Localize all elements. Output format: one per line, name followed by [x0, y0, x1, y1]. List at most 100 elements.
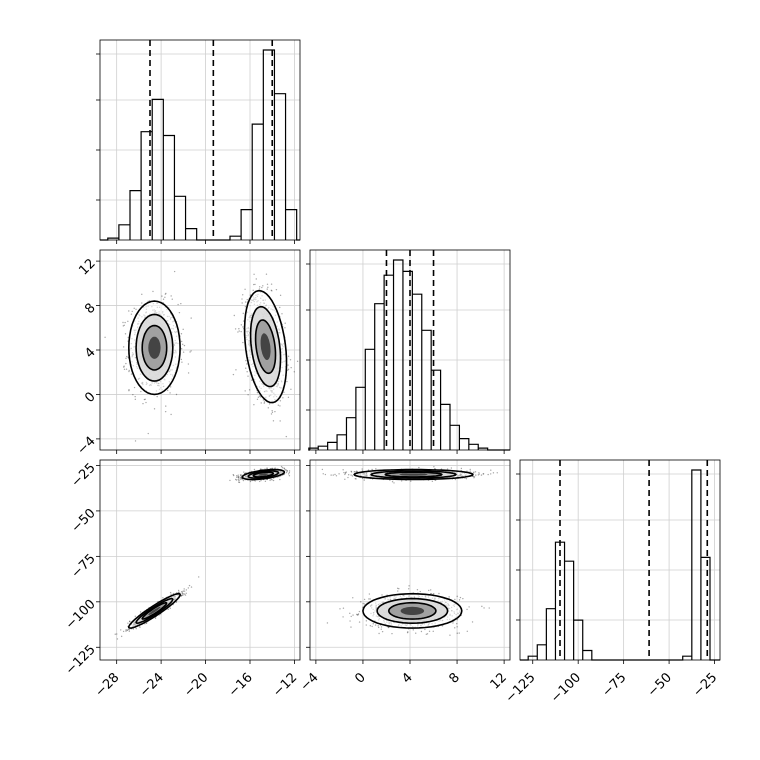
scatter-point [367, 469, 370, 471]
scatter-point [154, 617, 157, 620]
scatter-point [237, 474, 239, 476]
scatter-point [428, 630, 431, 632]
scatter-point [290, 388, 292, 390]
scatter-point [412, 629, 414, 631]
scatter-point [465, 478, 468, 480]
scatter-point [180, 340, 183, 343]
scatter-point [128, 369, 130, 372]
scatter-point [165, 292, 167, 295]
scatter-point [164, 296, 166, 298]
scatter-point [290, 366, 292, 369]
scatter-point [257, 396, 260, 398]
scatter-point [135, 627, 137, 630]
scatter-point [266, 467, 268, 469]
scatter-point [181, 590, 183, 593]
scatter-point [128, 389, 130, 392]
scatter-point [263, 402, 265, 404]
scatter-point [237, 331, 239, 333]
scatter-point [262, 285, 264, 287]
scatter-point [116, 633, 118, 635]
scatter-point [415, 632, 417, 634]
scatter-point [416, 589, 419, 591]
scatter-point [281, 466, 284, 469]
scatter-point [240, 324, 243, 326]
scatter-point [146, 622, 148, 624]
scatter-point [363, 603, 366, 605]
scatter-point [253, 273, 255, 275]
scatter-point [122, 346, 125, 348]
scatter-point [378, 632, 380, 635]
scatter-point [419, 590, 421, 593]
scatter-point [128, 310, 130, 312]
scatter-point [162, 597, 164, 599]
hist-bin [186, 229, 197, 240]
scatter-point [135, 308, 137, 310]
scatter-point [471, 621, 474, 623]
x-tick-label: −25 [690, 670, 720, 700]
scatter-point [483, 607, 485, 609]
scatter-point [279, 478, 281, 481]
scatter-point [372, 623, 374, 625]
scatter-point [357, 613, 360, 615]
scatter-point [236, 476, 238, 479]
scatter-point [164, 293, 167, 295]
scatter-point [178, 591, 180, 593]
scatter-point [362, 602, 364, 605]
y-tick-label: −50 [69, 506, 99, 536]
scatter-point [237, 476, 239, 478]
scatter-point [170, 295, 172, 297]
hist-bin [163, 136, 174, 241]
scatter-point [369, 598, 371, 600]
scatter-point [122, 321, 124, 324]
scatter-point [126, 355, 128, 358]
scatter-point [238, 479, 240, 482]
scatter-point [456, 618, 459, 621]
scatter-point [246, 371, 248, 373]
scatter-point [261, 286, 263, 289]
scatter-point [130, 373, 133, 375]
scatter-point [239, 474, 242, 476]
scatter-point [243, 471, 245, 473]
scatter-point [134, 398, 137, 401]
scatter-point [249, 480, 252, 483]
scatter-point [285, 469, 287, 471]
scatter-point [134, 395, 136, 398]
scatter-point [285, 471, 288, 474]
scatter-point [363, 598, 366, 601]
y-tick-label: −75 [69, 551, 99, 581]
scatter-point [125, 629, 127, 631]
scatter-point [349, 620, 351, 622]
scatter-point [268, 403, 271, 405]
scatter-point [391, 632, 393, 635]
scatter-point [241, 298, 243, 300]
hist-bin [692, 470, 701, 660]
scatter-point [283, 468, 286, 470]
scatter-point [182, 594, 184, 596]
scatter-point [242, 326, 244, 328]
scatter-point [288, 470, 291, 472]
scatter-point [169, 591, 172, 594]
scatter-point [145, 622, 148, 625]
scatter-point [287, 369, 289, 371]
hist-step-line [308, 259, 510, 451]
scatter-point [277, 404, 280, 406]
scatter-point [432, 630, 434, 633]
scatter-point [128, 628, 130, 630]
scatter-point [246, 363, 248, 365]
scatter-point [452, 622, 454, 624]
scatter-point [283, 391, 285, 394]
scatter-point [388, 626, 390, 628]
scatter-point [240, 330, 242, 333]
scatter-point [284, 322, 286, 324]
scatter-point [161, 295, 163, 297]
scatter-point [263, 401, 266, 403]
scatter-point [279, 405, 281, 407]
scatter-point [381, 594, 383, 596]
hist-bin [356, 387, 365, 450]
scatter-point [256, 391, 259, 394]
scatter-point [244, 306, 247, 308]
scatter-point [232, 474, 234, 476]
scatter-point [258, 286, 261, 288]
scatter-point [407, 631, 409, 633]
